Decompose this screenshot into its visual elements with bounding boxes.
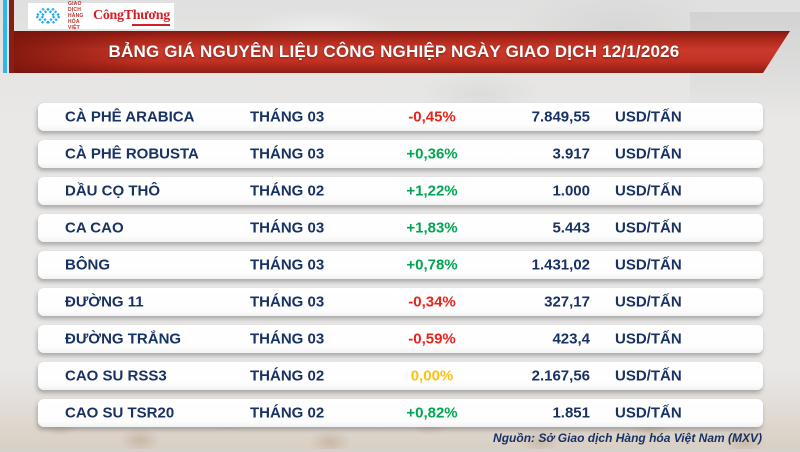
price-unit: USD/TẤN: [615, 330, 682, 348]
logo-bar: SỞ GIAO DỊCH HÀNG HÓA VIỆT NAM CôngThươn…: [28, 0, 174, 37]
contract-month: THÁNG 03: [250, 330, 325, 348]
page-title: BẢNG GIÁ NGUYÊN LIỆU CÔNG NGHIỆP NGÀY GI…: [108, 42, 680, 61]
contract-month: THÁNG 02: [250, 404, 325, 422]
table-row: CAO SU RSS3 THÁNG 02 0,00% 2.167,56 USD/…: [38, 362, 763, 390]
commodity-name: CAO SU RSS3: [65, 367, 167, 385]
price-value: 327,17: [544, 293, 590, 311]
contract-month: THÁNG 03: [250, 256, 325, 274]
price-unit: USD/TẤN: [615, 219, 682, 237]
contract-month: THÁNG 02: [250, 182, 325, 200]
price-value: 3.917: [552, 145, 590, 163]
price-unit: USD/TẤN: [615, 256, 682, 274]
percent-change: 0,00%: [410, 367, 454, 385]
percent-change: +1,83%: [406, 219, 458, 237]
price-unit: USD/TẤN: [615, 367, 682, 385]
mxv-chevrons-icon: [34, 7, 62, 25]
left-accent-stripe-maroon: [9, 0, 14, 73]
commodity-name: ĐƯỜNG TRẮNG: [65, 330, 182, 348]
table-row: BÔNG THÁNG 03 +0,78% 1.431,02 USD/TẤN: [38, 251, 763, 279]
title-banner: BẢNG GIÁ NGUYÊN LIỆU CÔNG NGHIỆP NGÀY GI…: [14, 31, 790, 73]
percent-change: -0,45%: [408, 108, 456, 126]
mxv-logo-line: HÀNG HÓA: [68, 13, 84, 25]
percent-change: +0,82%: [406, 404, 458, 422]
table-row: DẦU CỌ THÔ THÁNG 02 +1,22% 1.000 USD/TẤN: [38, 177, 763, 205]
percent-change: -0,34%: [408, 293, 456, 311]
commodity-name: ĐƯỜNG 11: [65, 293, 144, 311]
percent-change: -0,59%: [408, 330, 456, 348]
contract-month: THÁNG 03: [250, 293, 325, 311]
congthuong-logo: CôngThương: [93, 8, 170, 26]
mxv-logo-line: SỞ GIAO DỊCH: [68, 0, 82, 13]
commodity-name: CÀ PHÊ ROBUSTA: [65, 145, 199, 163]
left-accent-stripe-cyan: [3, 0, 7, 73]
contract-month: THÁNG 03: [250, 145, 325, 163]
contract-month: THÁNG 03: [250, 219, 325, 237]
commodity-name: CAO SU TSR20: [65, 404, 175, 422]
source-note: Nguồn: Sở Giao dịch Hàng hóa Việt Nam (M…: [493, 431, 762, 445]
price-unit: USD/TẤN: [615, 108, 682, 126]
table-row: CÀ PHÊ ARABICA THÁNG 03 -0,45% 7.849,55 …: [38, 103, 763, 131]
price-table: CÀ PHÊ ARABICA THÁNG 03 -0,45% 7.849,55 …: [38, 103, 763, 436]
contract-month: THÁNG 03: [250, 108, 325, 126]
table-row: ĐƯỜNG TRẮNG THÁNG 03 -0,59% 423,4 USD/TẤ…: [38, 325, 763, 353]
price-value: 2.167,56: [531, 367, 590, 385]
commodity-name: CA CAO: [65, 219, 124, 237]
table-row: CÀ PHÊ ROBUSTA THÁNG 03 +0,36% 3.917 USD…: [38, 140, 763, 168]
price-value: 1.431,02: [531, 256, 590, 274]
percent-change: +0,78%: [406, 256, 458, 274]
price-unit: USD/TẤN: [615, 404, 682, 422]
commodity-name: DẦU CỌ THÔ: [65, 182, 160, 200]
table-row: CAO SU TSR20 THÁNG 02 +0,82% 1.851 USD/T…: [38, 399, 763, 427]
price-value: 7.849,55: [531, 108, 590, 126]
contract-month: THÁNG 02: [250, 367, 325, 385]
price-value: 1.000: [552, 182, 590, 200]
price-value: 423,4: [552, 330, 590, 348]
price-unit: USD/TẤN: [615, 145, 682, 163]
price-unit: USD/TẤN: [615, 182, 682, 200]
commodity-name: CÀ PHÊ ARABICA: [65, 108, 195, 126]
price-unit: USD/TẤN: [615, 293, 682, 311]
table-row: ĐƯỜNG 11 THÁNG 03 -0,34% 327,17 USD/TẤN: [38, 288, 763, 316]
price-value: 5.443: [552, 219, 590, 237]
bottom-edge-divider: [0, 449, 800, 452]
percent-change: +0,36%: [406, 145, 458, 163]
percent-change: +1,22%: [406, 182, 458, 200]
commodity-name: BÔNG: [65, 256, 110, 274]
table-row: CA CAO THÁNG 03 +1,83% 5.443 USD/TẤN: [38, 214, 763, 242]
price-value: 1.851: [552, 404, 590, 422]
